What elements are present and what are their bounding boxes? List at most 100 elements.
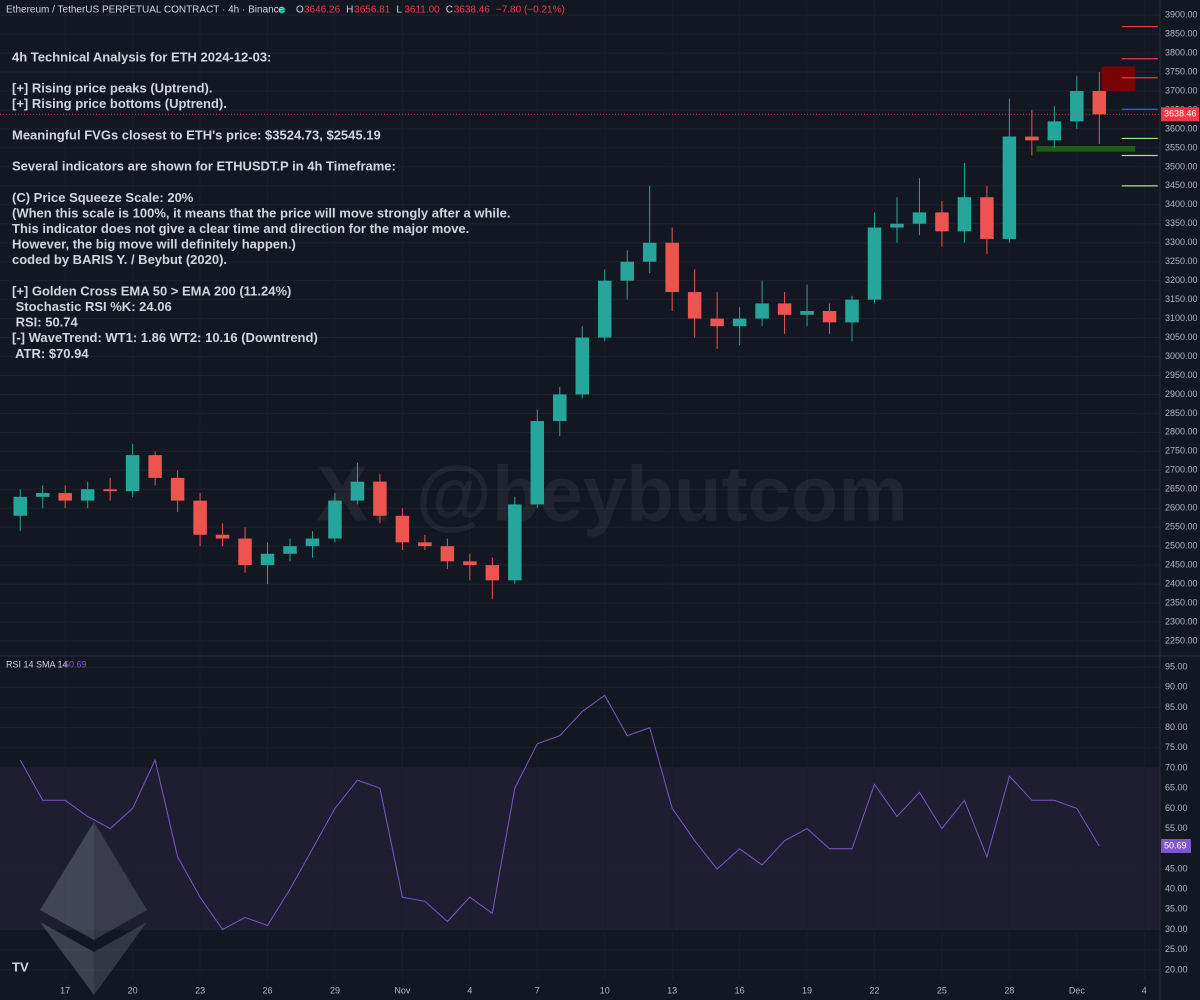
candle-body [13, 496, 27, 516]
annotation: [+] Rising price bottoms (Uptrend). [12, 96, 227, 111]
candle-body [957, 197, 972, 232]
tv-logo[interactable]: TV [12, 959, 29, 974]
y-tick-label: 3800.00 [1165, 47, 1198, 57]
x-tick-label: 29 [330, 985, 340, 995]
candle-body [260, 553, 275, 566]
candle-body [687, 292, 702, 319]
x-tick-label: 25 [937, 985, 947, 995]
candle-body [440, 546, 455, 562]
candle-body [35, 493, 50, 497]
x-tick-label: 7 [535, 985, 540, 995]
candle-body [980, 197, 994, 239]
candle-body [508, 504, 522, 581]
ohlc-value: 3656.81 [354, 5, 391, 16]
y-tick-label: 70.00 [1165, 762, 1188, 772]
y-tick-label: 65.00 [1165, 783, 1188, 793]
candle-body [125, 455, 140, 492]
annotation: ATR: $70.94 [12, 346, 89, 361]
annotation: [+] Rising price peaks (Uptrend). [12, 81, 212, 96]
y-tick-label: 2300.00 [1165, 616, 1198, 626]
y-tick-label: 3450.00 [1165, 180, 1198, 190]
logo-part [94, 822, 147, 940]
y-tick-label: 3200.00 [1165, 275, 1198, 285]
y-tick-label: 3400.00 [1165, 199, 1198, 209]
y-tick-label: 25.00 [1165, 944, 1188, 954]
y-tick-label: 2750.00 [1165, 446, 1198, 456]
y-tick-label: 80.00 [1165, 722, 1188, 732]
candle-body [732, 318, 747, 327]
candle-body [912, 212, 927, 224]
candle-body [283, 546, 297, 554]
rsi-tag [1161, 838, 1191, 853]
x-tick-label: Dec [1069, 985, 1086, 995]
annotation: 4h Technical Analysis for ETH 2024-12-03… [12, 49, 271, 64]
annotation: Stochastic RSI %K: 24.06 [12, 299, 172, 314]
candle-body [193, 500, 207, 535]
annotation: [+] Golden Cross EMA 50 > EMA 200 (11.24… [12, 283, 291, 298]
header-title: Ethereum / TetherUS PERPETUAL CONTRACT ·… [6, 5, 285, 16]
rsi-line [19, 694, 1100, 931]
x-tick-label: 23 [195, 985, 205, 995]
rsi-tag-label: 50.69 [1164, 840, 1187, 850]
y-tick-label: 2800.00 [1165, 427, 1198, 437]
x-tick-label: 16 [735, 985, 745, 995]
candle-body [1002, 136, 1017, 239]
eth-logo [40, 822, 147, 995]
y-tick-label: 3550.00 [1165, 142, 1198, 152]
ohlc-value: 3646.26 [304, 5, 341, 16]
candle-body [305, 538, 320, 547]
x-tick-label: 17 [60, 985, 70, 995]
ohlc-label: H [346, 5, 353, 16]
y-tick-label: 3300.00 [1165, 237, 1198, 247]
x-tick-label: Nov [394, 985, 411, 995]
candle-body [170, 477, 185, 501]
fvg-zone [1036, 146, 1136, 152]
annotation: This indicator does not give a clear tim… [12, 221, 469, 236]
annotation: Meaningful FVGs closest to ETH's price: … [12, 127, 381, 142]
candle-body [238, 538, 252, 566]
y-tick-label: 75.00 [1165, 742, 1188, 752]
candle-body [642, 242, 657, 262]
candle-body [575, 337, 589, 395]
y-tick-label: 2550.00 [1165, 522, 1198, 532]
candle-body [395, 515, 410, 543]
candle-body [845, 299, 859, 323]
candle-body [215, 534, 230, 539]
status-dot [278, 6, 286, 14]
candle-body [350, 481, 365, 501]
x-tick-label: 26 [263, 985, 273, 995]
candle-body [890, 223, 904, 228]
watermark: X: @beybutcom [316, 450, 908, 538]
y-tick-label: 45.00 [1165, 863, 1188, 873]
x-tick-label: 10 [600, 985, 610, 995]
annotation: (When this scale is 100%, it means that … [12, 205, 510, 220]
logo-part [40, 822, 94, 940]
candle-body [530, 420, 545, 505]
candle-body [777, 303, 792, 315]
candle-body [1047, 121, 1062, 141]
y-tick-label: 3750.00 [1165, 66, 1198, 76]
candle-body [328, 500, 342, 539]
y-tick-label: 2600.00 [1165, 503, 1198, 513]
logo-part [40, 922, 94, 995]
y-tick-label: 35.00 [1165, 904, 1188, 914]
y-tick-label: 3050.00 [1165, 332, 1198, 342]
annotation: [-] WaveTrend: WT1: 1.86 WT2: 10.16 (Dow… [12, 330, 318, 345]
fvg-zone [1101, 66, 1136, 92]
y-tick-label: 3600.00 [1165, 123, 1198, 133]
last-price-tag [1161, 107, 1199, 122]
y-tick-label: 3350.00 [1165, 218, 1198, 228]
annotation: RSI: 50.74 [12, 315, 79, 330]
rsi-title: RSI 14 SMA 14 [6, 659, 68, 669]
y-tick-label: 30.00 [1165, 924, 1188, 934]
candle-body [553, 394, 567, 421]
y-tick-label: 2850.00 [1165, 408, 1198, 418]
candle-body [418, 542, 432, 547]
y-tick-label: 85.00 [1165, 702, 1188, 712]
candle-body [80, 489, 95, 501]
y-tick-label: 2900.00 [1165, 389, 1198, 399]
y-tick-label: 2700.00 [1165, 465, 1198, 475]
x-tick-label: 13 [667, 985, 677, 995]
annotation: (C) Price Squeeze Scale: 20% [12, 190, 194, 205]
y-tick-label: 3700.00 [1165, 85, 1198, 95]
